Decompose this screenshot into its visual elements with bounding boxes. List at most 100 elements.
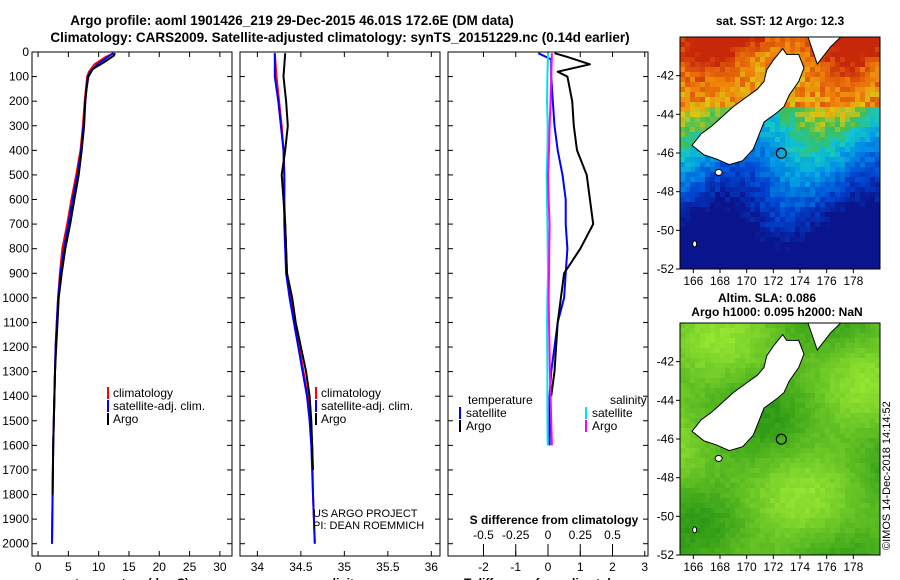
- y-tick-label: 400: [9, 143, 29, 157]
- y-tick-label: 1100: [3, 315, 29, 329]
- map-y-tick-label: -46: [657, 146, 675, 160]
- map-x-tick-label: 178: [843, 560, 863, 574]
- y-tick-label: 300: [9, 119, 29, 133]
- sst-map-title: sat. SST: 12 Argo: 12.3: [716, 14, 845, 28]
- x2-tick-label: -0.5: [473, 528, 494, 542]
- difference-salinity-satellite-line: [545, 53, 549, 446]
- land-stewart-island: [714, 454, 723, 462]
- x-tick-label: -1: [510, 560, 521, 574]
- salinity-plot-frame: [239, 51, 441, 557]
- x-tick-label: 5: [65, 560, 72, 574]
- temperature-panel: 0 100 200 300 400 500 600 700 800 900 1000 1100 1200…: [2, 45, 233, 580]
- map-y-tick-label: -46: [657, 432, 675, 446]
- y-tick-label: 700: [9, 217, 29, 231]
- difference-panel: -2 -1 0 1 2 3 T difference from climatology tem…: [447, 51, 649, 580]
- land-south-island: [691, 47, 805, 166]
- map-y-tick-label: -52: [657, 548, 675, 562]
- y-tick-label: 900: [9, 266, 29, 280]
- y-tick-label: 1900: [2, 512, 29, 526]
- y-tick-label: 500: [9, 168, 29, 182]
- x-tick-label: 2: [609, 560, 616, 574]
- map-y-tick-label: -44: [657, 393, 675, 407]
- y-tick-label: 2000: [2, 537, 29, 551]
- legend-entry: Argo: [321, 412, 347, 426]
- legend-entry: Argo: [113, 412, 139, 426]
- map-y-tick-label: -42: [657, 69, 675, 83]
- legend-header-salinity: salinity: [610, 393, 647, 407]
- y-tick-label: 1800: [2, 488, 29, 502]
- y-tick-label: 1300: [2, 365, 29, 379]
- x2-tick-label: -0.25: [502, 528, 530, 542]
- sla-map-panel: 166 168 170 172 174 176 178 -42 -44 -46 -48 -50 -52 A…: [657, 291, 881, 574]
- y-tick-label: 800: [9, 242, 29, 256]
- legend-entry: satellite-adj. clim.: [113, 399, 205, 413]
- x-tick-label: 0: [545, 560, 552, 574]
- sla-map-title: Altim. SLA: 0.086: [718, 291, 816, 305]
- x-tick-label: 34: [251, 560, 265, 574]
- legend-entry: Argo: [592, 419, 618, 433]
- map-x-tick-label: 170: [737, 274, 757, 288]
- map-x-tick-label: 174: [790, 560, 810, 574]
- land-auckland-islands: [692, 526, 698, 534]
- salinity-argo-line: [280, 53, 314, 471]
- legend-entry: satellite: [466, 406, 507, 420]
- map-y-tick-label: -42: [657, 355, 675, 369]
- map-y-tick-label: -48: [657, 471, 675, 485]
- x-tick-label: -2: [478, 560, 489, 574]
- map-y-tick-label: -50: [657, 223, 675, 237]
- y-tick-label: 1700: [2, 463, 29, 477]
- x-tick-label: 1: [577, 560, 584, 574]
- map-y-tick-label: -48: [657, 185, 675, 199]
- y-tick-label: 1400: [2, 389, 29, 403]
- map-x-tick-label: 170: [737, 560, 757, 574]
- y-tick-label: 1500: [2, 414, 29, 428]
- x-tick-label: 10: [92, 560, 106, 574]
- land-north-island: [807, 323, 880, 352]
- map-y-tick-label: -52: [657, 262, 675, 276]
- legend-entry: satellite-adj. clim.: [321, 399, 413, 413]
- x-tick-label: 35.5: [376, 560, 400, 574]
- map-x-tick-label: 172: [763, 274, 783, 288]
- legend-entry: climatology: [113, 386, 173, 400]
- x2-tick-label: 0: [545, 528, 552, 542]
- legend-header-temperature: temperature: [468, 393, 533, 407]
- legend-entry: satellite: [592, 406, 633, 420]
- map-x-tick-label: 168: [710, 274, 730, 288]
- y-tick-label: 600: [9, 193, 29, 207]
- temperature-plot-frame: [31, 51, 233, 557]
- land-auckland-islands: [692, 240, 698, 248]
- y-tick-label: 1200: [2, 340, 29, 354]
- y-tick-label: 1000: [2, 291, 29, 305]
- legend-entry: climatology: [321, 386, 381, 400]
- profile-location-marker: [775, 147, 787, 159]
- map-x-tick-label: 176: [817, 560, 837, 574]
- map-y-tick-label: -50: [657, 509, 675, 523]
- temperature-argo-line: [51, 52, 116, 495]
- map-x-tick-label: 166: [683, 274, 703, 288]
- map-y-tick-label: -44: [657, 107, 675, 121]
- salinity-xlabel: salinity: [319, 576, 361, 580]
- sst-map-panel: 166 168 170 172 174 176 178 -42 -44 -46 -48 -50 -52 s…: [657, 14, 881, 288]
- map-x-tick-label: 174: [790, 274, 810, 288]
- x2-tick-label: 0.25: [569, 528, 593, 542]
- x-tick-label: 15: [122, 560, 136, 574]
- difference-temperature-argo-line: [550, 52, 595, 397]
- y-tick-label: 1600: [2, 438, 29, 452]
- difference-xlabel2: S difference from climatology: [470, 513, 639, 527]
- x-tick-label: 36: [425, 560, 439, 574]
- x2-tick-label: 0.5: [604, 528, 621, 542]
- y-tick-label: 200: [9, 94, 29, 108]
- difference-xlabel: T difference from climatology: [464, 576, 632, 580]
- figure-title-line2: Climatology: CARS2009. Satellite-adjuste…: [50, 30, 629, 45]
- salinity-satellite-adj-clim--line: [273, 53, 316, 544]
- y-tick-label: 0: [22, 45, 29, 59]
- temperature-xlabel: temperature (deg C): [75, 576, 189, 580]
- land-north-island: [807, 37, 880, 66]
- y-tick-label: 100: [9, 70, 29, 84]
- legend-entry: Argo: [466, 419, 492, 433]
- x-tick-label: 30: [213, 560, 227, 574]
- x-tick-label: 20: [153, 560, 167, 574]
- timestamp: ©IMOS 14-Dec-2018 14:14:52: [881, 401, 893, 550]
- x-tick-label: 34.5: [289, 560, 313, 574]
